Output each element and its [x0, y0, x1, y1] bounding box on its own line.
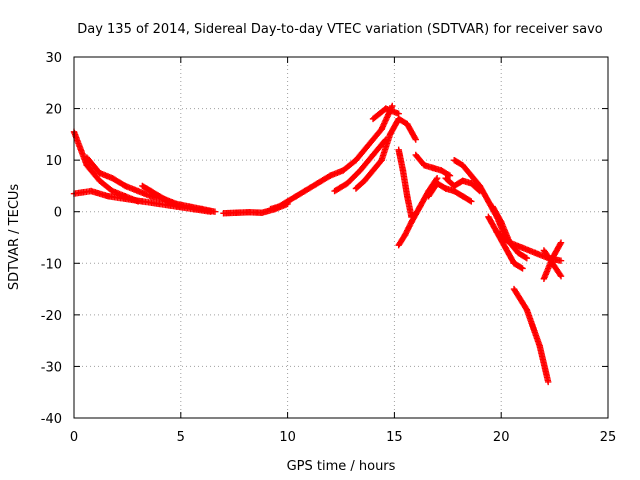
series-arc-s [510, 285, 552, 386]
x-tick-label: 15 [386, 430, 403, 445]
data-point [412, 136, 419, 143]
series-arc-c [70, 187, 214, 215]
data-point [468, 198, 475, 205]
data-point [523, 254, 531, 262]
y-tick-label: 0 [54, 206, 62, 221]
series-arc-o [451, 156, 509, 241]
data-point [406, 223, 413, 230]
data-point [406, 221, 414, 229]
y-tick-label: -20 [41, 309, 62, 324]
x-tick-label: 0 [70, 430, 78, 445]
y-tick-label: -10 [41, 257, 62, 272]
series-arc-d [139, 182, 184, 210]
y-tick-label: 30 [45, 51, 62, 66]
data-point [557, 272, 565, 280]
data-point [446, 172, 454, 179]
data-point [411, 135, 419, 142]
data-point [177, 203, 184, 210]
data-point [544, 378, 552, 386]
series-arc-m [425, 180, 475, 205]
series-arc-h [352, 115, 419, 192]
series-arc-l [412, 151, 454, 179]
data-point [395, 110, 402, 117]
data-point [405, 224, 412, 231]
data-point [557, 257, 565, 264]
y-axis-label: SDTVAR / TECUs [7, 184, 22, 291]
series-arc-n [442, 174, 484, 195]
y-tick-label: -40 [41, 412, 62, 427]
series-arc-p [485, 213, 526, 272]
data-point [402, 230, 409, 237]
axis-ticks: 0 5 10 15 20 25 30 20 10 0 -10 -20 -30 -40 [41, 51, 617, 445]
series-arc-i [369, 105, 402, 123]
y-tick-label: 10 [45, 154, 62, 169]
x-tick-label: 5 [177, 430, 185, 445]
data-point [389, 102, 396, 110]
y-tick-label: -30 [41, 360, 62, 375]
data-point [404, 227, 411, 234]
data-point [466, 197, 474, 204]
series-arc-r [493, 229, 565, 264]
data-point [522, 254, 529, 261]
chart-title: Day 135 of 2014, Sidereal Day-to-day VTE… [77, 22, 603, 37]
series-arc-g [331, 136, 390, 195]
data-point [557, 239, 565, 246]
data-point [519, 265, 526, 272]
x-tick-label: 20 [493, 430, 510, 445]
data-point [207, 208, 214, 215]
x-tick-label: 25 [600, 430, 617, 445]
data-point [403, 228, 410, 236]
data-marks [70, 102, 565, 386]
series-arc-k [395, 174, 441, 249]
data-point [518, 264, 525, 271]
x-axis-label: GPS time / hours [287, 459, 396, 474]
data-point [445, 171, 452, 179]
series-arc-u [540, 247, 565, 280]
grid-lines [74, 57, 608, 418]
data-point [404, 225, 412, 233]
data-point [557, 240, 564, 248]
data-point [556, 271, 564, 279]
x-tick-label: 10 [279, 430, 296, 445]
y-tick-label: 20 [45, 103, 62, 118]
data-point [401, 231, 409, 239]
plot-frame [73, 56, 609, 419]
